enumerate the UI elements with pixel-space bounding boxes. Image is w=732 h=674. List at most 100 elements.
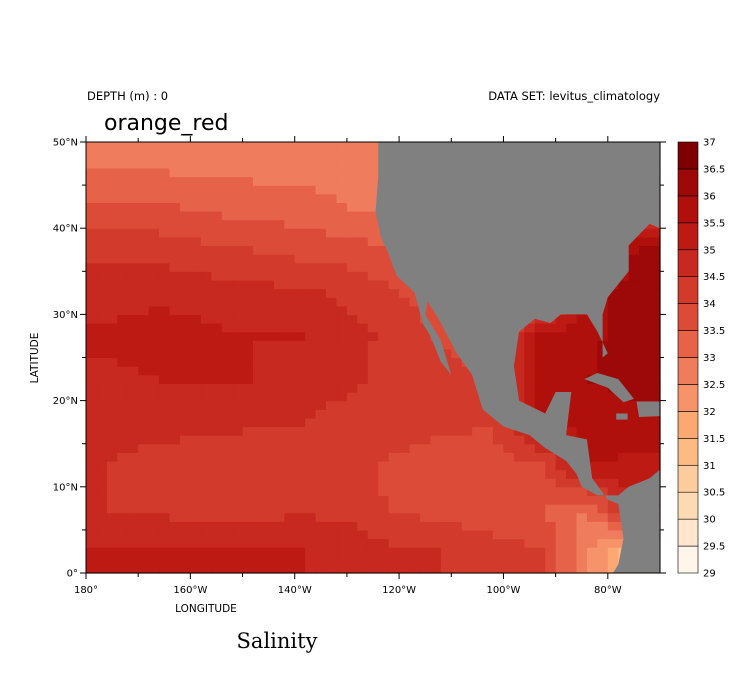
- salinity-cell: [336, 391, 348, 402]
- salinity-cell: [117, 288, 129, 298]
- salinity-cell: [326, 460, 338, 471]
- salinity-cell: [315, 245, 327, 255]
- salinity-cell: [378, 504, 390, 514]
- salinity-cell: [493, 512, 505, 522]
- salinity-cell: [86, 331, 98, 341]
- salinity-cell: [430, 314, 442, 324]
- salinity-cell: [357, 202, 369, 212]
- salinity-cell: [399, 314, 411, 324]
- salinity-cell: [545, 547, 557, 557]
- salinity-cell: [607, 297, 619, 307]
- salinity-cell: [127, 305, 139, 315]
- salinity-cell: [86, 279, 98, 290]
- salinity-cell: [159, 167, 171, 178]
- salinity-cell: [117, 176, 129, 186]
- salinity-cell: [221, 564, 233, 574]
- salinity-cell: [399, 391, 411, 402]
- salinity-cell: [326, 538, 338, 548]
- salinity-cell: [127, 409, 139, 419]
- salinity-cell: [179, 478, 191, 488]
- salinity-cell: [294, 331, 306, 341]
- salinity-cell: [200, 236, 212, 247]
- salinity-cell: [399, 469, 411, 479]
- salinity-cell: [211, 176, 223, 186]
- salinity-cell: [482, 460, 494, 471]
- salinity-cell: [190, 167, 202, 178]
- salinity-cell: [315, 426, 327, 436]
- salinity-cell: [346, 210, 358, 221]
- salinity-cell: [430, 512, 442, 522]
- salinity-cell: [503, 521, 515, 531]
- salinity-cell: [367, 383, 379, 393]
- salinity-cell: [472, 478, 484, 488]
- salinity-cell: [211, 219, 223, 229]
- salinity-cell: [357, 331, 369, 341]
- salinity-cell: [639, 228, 651, 238]
- salinity-cell: [649, 254, 661, 264]
- salinity-cell: [305, 305, 317, 315]
- salinity-cell: [221, 469, 233, 479]
- salinity-cell: [117, 210, 129, 221]
- salinity-cell: [273, 210, 285, 221]
- salinity-cell: [461, 435, 473, 445]
- salinity-cell: [148, 348, 160, 359]
- salinity-cell: [440, 538, 452, 548]
- salinity-cell: [367, 409, 379, 419]
- salinity-cell: [96, 279, 108, 290]
- salinity-cell: [179, 323, 191, 333]
- salinity-cell: [159, 228, 171, 238]
- salinity-cell: [179, 512, 191, 522]
- salinity-cell: [284, 391, 296, 402]
- salinity-cell: [117, 279, 129, 290]
- salinity-cell: [179, 159, 191, 169]
- salinity-cell: [148, 193, 160, 203]
- salinity-cell: [326, 288, 338, 298]
- salinity-cell: [232, 521, 244, 531]
- salinity-cell: [127, 529, 139, 540]
- colorbar-label: 31: [703, 461, 716, 472]
- salinity-cell: [378, 555, 390, 565]
- salinity-cell: [493, 495, 505, 505]
- salinity-cell: [200, 254, 212, 264]
- salinity-cell: [315, 348, 327, 359]
- salinity-cell: [430, 409, 442, 419]
- salinity-cell: [367, 167, 379, 178]
- salinity-cell: [534, 400, 546, 410]
- salinity-cell: [430, 426, 442, 436]
- salinity-cell: [179, 555, 191, 565]
- salinity-cell: [138, 340, 150, 350]
- salinity-cell: [367, 185, 379, 195]
- salinity-cell: [597, 357, 609, 367]
- salinity-cell: [419, 409, 431, 419]
- salinity-cell: [357, 219, 369, 229]
- salinity-cell: [148, 452, 160, 462]
- salinity-cell: [252, 340, 265, 350]
- salinity-cell: [263, 193, 275, 203]
- salinity-cell: [555, 357, 567, 367]
- salinity-cell: [315, 547, 327, 557]
- salinity-cell: [524, 564, 536, 574]
- salinity-cell: [399, 452, 411, 462]
- salinity-cell: [367, 271, 379, 281]
- salinity-cell: [106, 142, 118, 152]
- salinity-cell: [200, 245, 212, 255]
- salinity-cell: [639, 279, 651, 290]
- salinity-cell: [305, 331, 317, 341]
- colorbar-swatch: [677, 491, 699, 520]
- salinity-cell: [440, 417, 452, 428]
- salinity-cell: [326, 185, 338, 195]
- salinity-cell: [284, 469, 296, 479]
- salinity-cell: [138, 366, 150, 376]
- x-tick-label: 140°W: [278, 585, 312, 596]
- salinity-cell: [649, 271, 661, 281]
- salinity-cell: [86, 521, 98, 531]
- salinity-cell: [127, 228, 139, 238]
- salinity-cell: [232, 366, 244, 376]
- salinity-cell: [86, 159, 98, 169]
- salinity-cell: [221, 279, 233, 290]
- salinity-cell: [221, 210, 233, 221]
- salinity-cell: [315, 564, 327, 574]
- salinity-cell: [200, 314, 212, 324]
- salinity-cell: [430, 460, 442, 471]
- salinity-cell: [305, 228, 317, 238]
